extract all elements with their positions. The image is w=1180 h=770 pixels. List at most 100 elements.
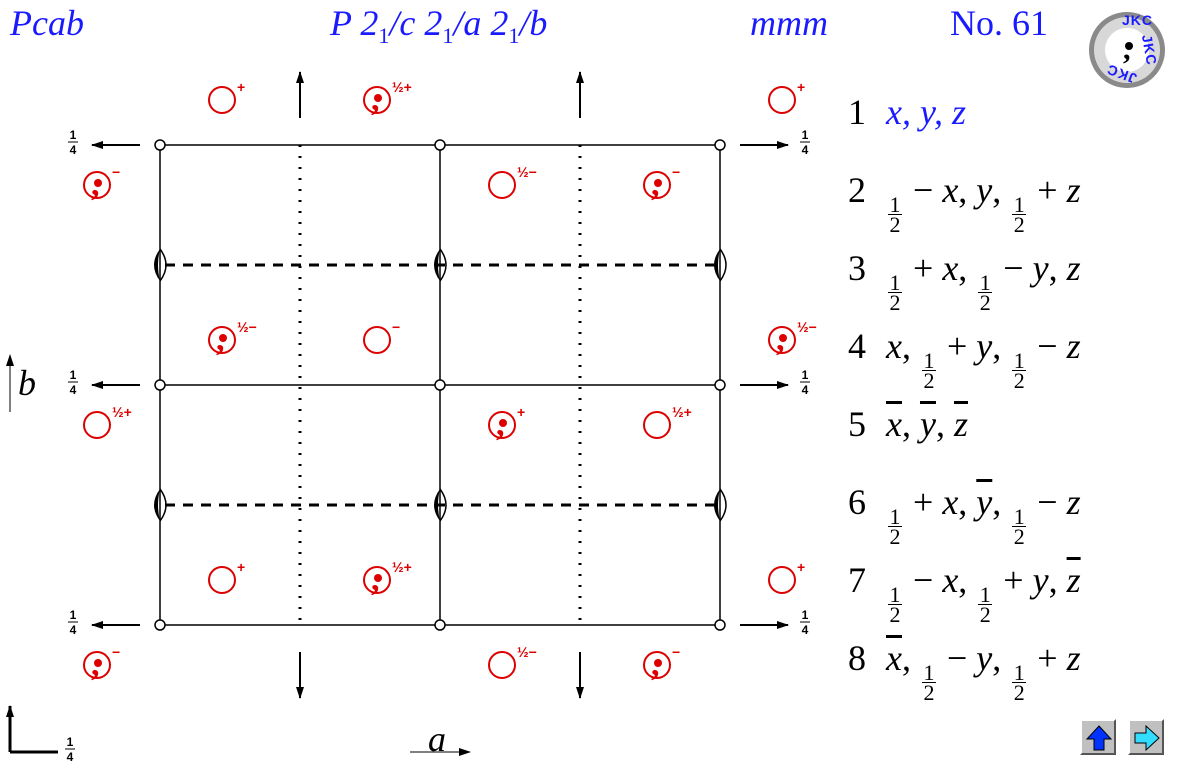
position-circle (768, 86, 796, 114)
position-circle (488, 411, 516, 439)
coord-var: y (1032, 560, 1049, 600)
comma-dot (499, 419, 507, 427)
inversion-center (714, 379, 726, 391)
position-row: 1 x, y, z (848, 92, 966, 132)
comma-dot (374, 94, 382, 102)
position-circle (768, 566, 796, 594)
axis-b-label: b (18, 363, 36, 403)
position-coords: x, y, z (886, 92, 966, 132)
height-sign: ½− (237, 319, 257, 335)
screw-axis-lens (154, 249, 160, 281)
height-sign: − (672, 164, 680, 180)
jkc-logo-text: JKC JKC JKC (1100, 12, 1160, 88)
general-position-p9: ,½− (768, 319, 817, 358)
full-symbol-part: /b (519, 3, 548, 43)
screw-axis-lens (154, 489, 160, 521)
quarter-denominator: 4 (70, 143, 77, 157)
screw-axis-lens (714, 489, 720, 521)
screw-axis-lens-edge (159, 248, 167, 282)
height-sign: ½+ (392, 79, 412, 95)
position-circle (363, 566, 391, 594)
space-group-number: No. 61 (950, 3, 1048, 43)
origin-height-label: 14 (65, 735, 75, 764)
general-position-p6: ,− (643, 164, 680, 203)
position-circle (643, 411, 671, 439)
symbol-layer: + ,½+ + ,− ½− ,− ,½− − ,½− ½+ ,+ ½+ + ,½+ + ,− ½− ,− (83, 79, 817, 683)
position-number: 8 (848, 638, 866, 678)
position-number: 4 (848, 326, 866, 366)
quarter-numerator: 1 (802, 368, 809, 382)
height-sign: ½− (517, 644, 537, 660)
position-coords: x, y, z (886, 404, 968, 444)
inversion-center (154, 139, 166, 151)
position-number: 1 (848, 92, 866, 132)
axis-a-label: a (428, 719, 446, 759)
position-circle (83, 651, 111, 679)
comma-dot (654, 179, 662, 187)
screw-axis-lens (434, 489, 440, 521)
quarter-numerator: 1 (70, 608, 77, 622)
height-label: 14 (68, 128, 78, 157)
comma-dot (94, 179, 102, 187)
svg-text:,: , (1123, 33, 1131, 66)
quarter-denominator: 4 (70, 383, 77, 397)
coord-var: x (942, 248, 959, 288)
quarter-denominator: 4 (802, 383, 809, 397)
next-button[interactable] (1128, 719, 1164, 755)
full-symbol-sub: 1 (508, 23, 520, 49)
position-circle (488, 171, 516, 199)
position-circle (83, 171, 111, 199)
general-position-p5: ½− (488, 164, 537, 199)
general-position-p8: − (363, 319, 400, 354)
comma-dot (374, 574, 382, 582)
screw-axis-lens-edge (439, 488, 447, 522)
quarter-denominator: 4 (802, 623, 809, 637)
position-circle (363, 326, 391, 354)
general-position-p1: + (208, 79, 245, 114)
position-circle (643, 651, 671, 679)
coord-var-bar: z (953, 404, 968, 444)
height-sign: + (237, 79, 245, 95)
screw-axis-lens (714, 249, 720, 281)
general-position-p3: + (768, 79, 805, 114)
inversion-center (434, 139, 446, 151)
comma-dot (654, 659, 662, 667)
position-number: 3 (848, 248, 866, 288)
height-sign: + (797, 79, 805, 95)
comma-dot (219, 334, 227, 342)
position-number: 2 (848, 170, 866, 210)
coord-var-bar: y (919, 404, 936, 444)
full-symbol-part: P 2 (330, 3, 379, 43)
full-symbol-part: /a 2 (453, 3, 509, 43)
short-symbol: Pcab (10, 3, 84, 43)
height-label: 14 (68, 368, 78, 397)
full-symbol-sub: 1 (378, 23, 390, 49)
up-button[interactable] (1080, 719, 1116, 755)
position-circle (488, 651, 516, 679)
full-symbol-part: /c 2 (389, 3, 443, 43)
general-position-p10: ½+ (83, 404, 132, 439)
quarter-numerator: 1 (67, 735, 74, 749)
coord-var: z (1066, 638, 1081, 678)
height-label: 14 (800, 608, 810, 637)
height-sign: + (517, 404, 525, 420)
screw-axis-lens-edge (159, 488, 167, 522)
height-label: 14 (68, 608, 78, 637)
coord-var: z (1066, 326, 1081, 366)
general-position-p2: ,½+ (363, 79, 412, 118)
